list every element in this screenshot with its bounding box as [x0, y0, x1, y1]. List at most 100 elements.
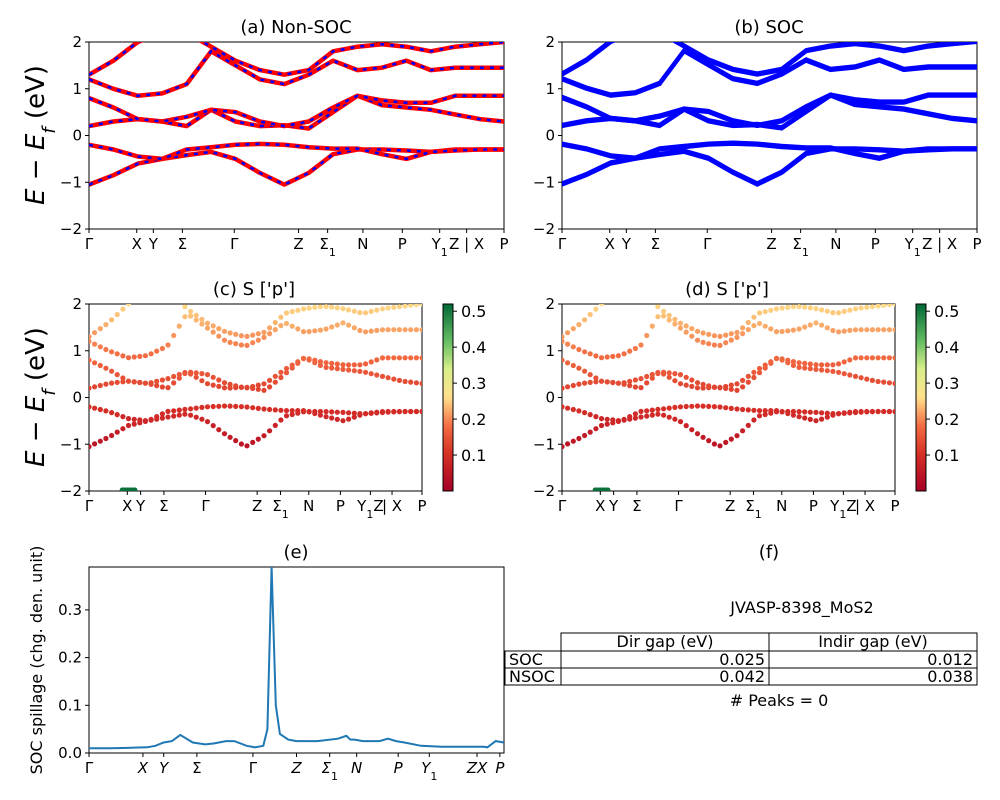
spillage-point: [295, 307, 301, 313]
spillage-point: [363, 361, 369, 367]
spillage-point: [677, 372, 684, 378]
spillage-point: [238, 441, 244, 447]
spillage-point: [796, 360, 802, 366]
spillage-point: [598, 416, 605, 422]
spillage-point: [329, 304, 335, 310]
y-tick-label: 0: [545, 389, 555, 407]
spillage-point: [329, 365, 335, 371]
spillage-point: [644, 373, 650, 380]
band-line-soc-split: [562, 140, 977, 159]
x-tick-label: X: [132, 235, 142, 253]
spillage-point: [672, 321, 678, 327]
spillage-point: [283, 370, 290, 376]
spillage-point: [881, 304, 887, 308]
spillage-point: [233, 403, 239, 409]
spillage-point: [869, 377, 876, 383]
colorbar-gradient: [442, 303, 454, 492]
panel-d-spillage-projection: (d) S ['p'] Γ X Y Σ Γ Z Σ1 N P Y1Z| X P −2 −1 0 1 2 0.…: [533, 279, 960, 521]
spillage-point: [238, 333, 244, 339]
spillage-point: [221, 385, 228, 391]
spillage-point: [565, 405, 571, 411]
spillage-point: [666, 405, 672, 411]
spillage-point: [329, 360, 335, 366]
x-tick-label: Γ: [85, 235, 94, 253]
x-tick-label: Y1: [904, 235, 921, 259]
spillage-point: [199, 404, 205, 410]
colorbar-tick-label: 0.4: [461, 338, 486, 357]
spillage-point: [306, 305, 312, 311]
spillage-point: [587, 372, 593, 378]
spillage-point: [165, 414, 171, 420]
spillage-point: [819, 307, 825, 313]
spillage-point: [176, 407, 182, 413]
spillage-point: [154, 414, 160, 420]
spillage-point: [165, 376, 171, 382]
spillage-point: [773, 355, 780, 361]
spillage-point: [210, 374, 216, 380]
spillage-point: [717, 385, 723, 391]
spillage-point: [819, 367, 825, 373]
panel-c-title: (c) S ['p']: [213, 279, 295, 300]
spillage-point: [633, 289, 638, 294]
spillage-point: [638, 408, 644, 414]
spillage-point: [610, 379, 616, 386]
spillage-point: [283, 320, 290, 327]
spillage-point: [813, 320, 819, 326]
spillage-point: [836, 310, 842, 316]
spillage-point: [306, 409, 312, 415]
spillage-point: [396, 377, 402, 383]
spillage-point: [892, 304, 895, 307]
spillage-point: [340, 320, 346, 326]
panel-b-plot-area: [561, 41, 978, 230]
spillage-point: [858, 305, 864, 311]
spillage-point: [751, 407, 757, 413]
spillage-point: [374, 357, 380, 363]
spillage-point: [89, 385, 92, 391]
spillage-point: [740, 331, 746, 337]
spillage-point: [802, 365, 808, 371]
y-tick-label: 0.2: [58, 649, 82, 667]
band-line-nsoc: [89, 42, 504, 77]
spillage-point: [272, 319, 278, 326]
spillage-point: [137, 353, 143, 359]
spillage-point: [689, 377, 695, 383]
x-tick-label: X: [122, 497, 132, 515]
spillage-point: [193, 370, 199, 376]
spillage-point: [227, 434, 233, 440]
y-axis-label-middle: E − Ef (eV): [21, 327, 60, 467]
spillage-point: [576, 435, 582, 442]
spillage-point: [892, 380, 895, 387]
x-tick-label: Z: [725, 497, 735, 515]
spillage-point: [768, 307, 774, 313]
x-tick-label: P: [398, 235, 407, 253]
spillage-point: [204, 404, 211, 410]
spillage-point: [396, 304, 402, 310]
spillage-point: [605, 487, 611, 491]
spillage-point: [379, 306, 386, 312]
spillage-point: [272, 379, 278, 385]
spillage-point: [728, 436, 734, 442]
spillage-point: [210, 423, 216, 429]
spillage-point: [807, 322, 813, 328]
spillage-point: [610, 417, 616, 423]
spillage-point: [255, 436, 261, 442]
spillage-point: [334, 366, 340, 372]
spillage-point: [346, 416, 352, 422]
spillage-point: [171, 413, 177, 419]
spillage-point: [97, 362, 103, 369]
spillage-point: [689, 326, 695, 332]
spillage-point: [363, 310, 369, 316]
x-tick-label: P: [495, 759, 505, 777]
colorbar-tick-label: 0.4: [934, 338, 959, 357]
spillage-point: [706, 438, 712, 444]
colorbar-tick-label: 0.1: [934, 446, 959, 465]
table-cell-text: 0.038: [927, 667, 973, 686]
spillage-point: [605, 299, 610, 304]
table-cell-text: SOC: [509, 650, 543, 669]
spillage-point: [649, 371, 655, 378]
spillage-point: [193, 312, 199, 318]
band-line-soc: [562, 48, 977, 98]
spillage-point: [694, 337, 701, 343]
spillage-point: [204, 320, 211, 326]
